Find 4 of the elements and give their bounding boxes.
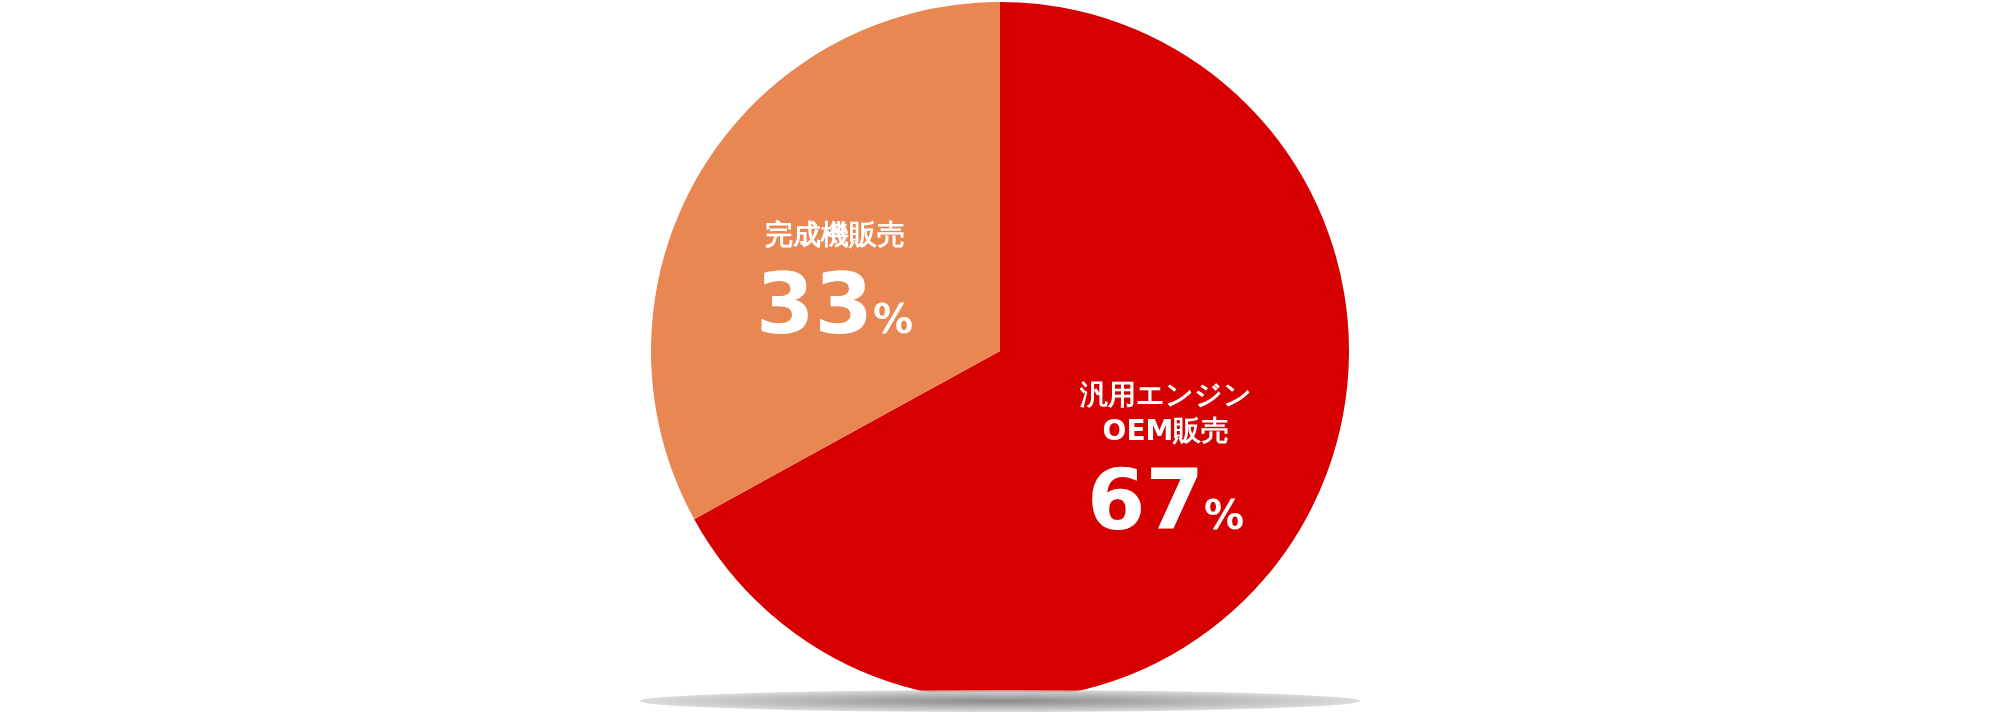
slice-label: 汎用エンジン OEM販売 [1079,378,1252,448]
data-label: 67% [1087,451,1244,549]
slice-label: 完成機販売 [765,218,905,251]
data-label: 33% [756,255,913,353]
